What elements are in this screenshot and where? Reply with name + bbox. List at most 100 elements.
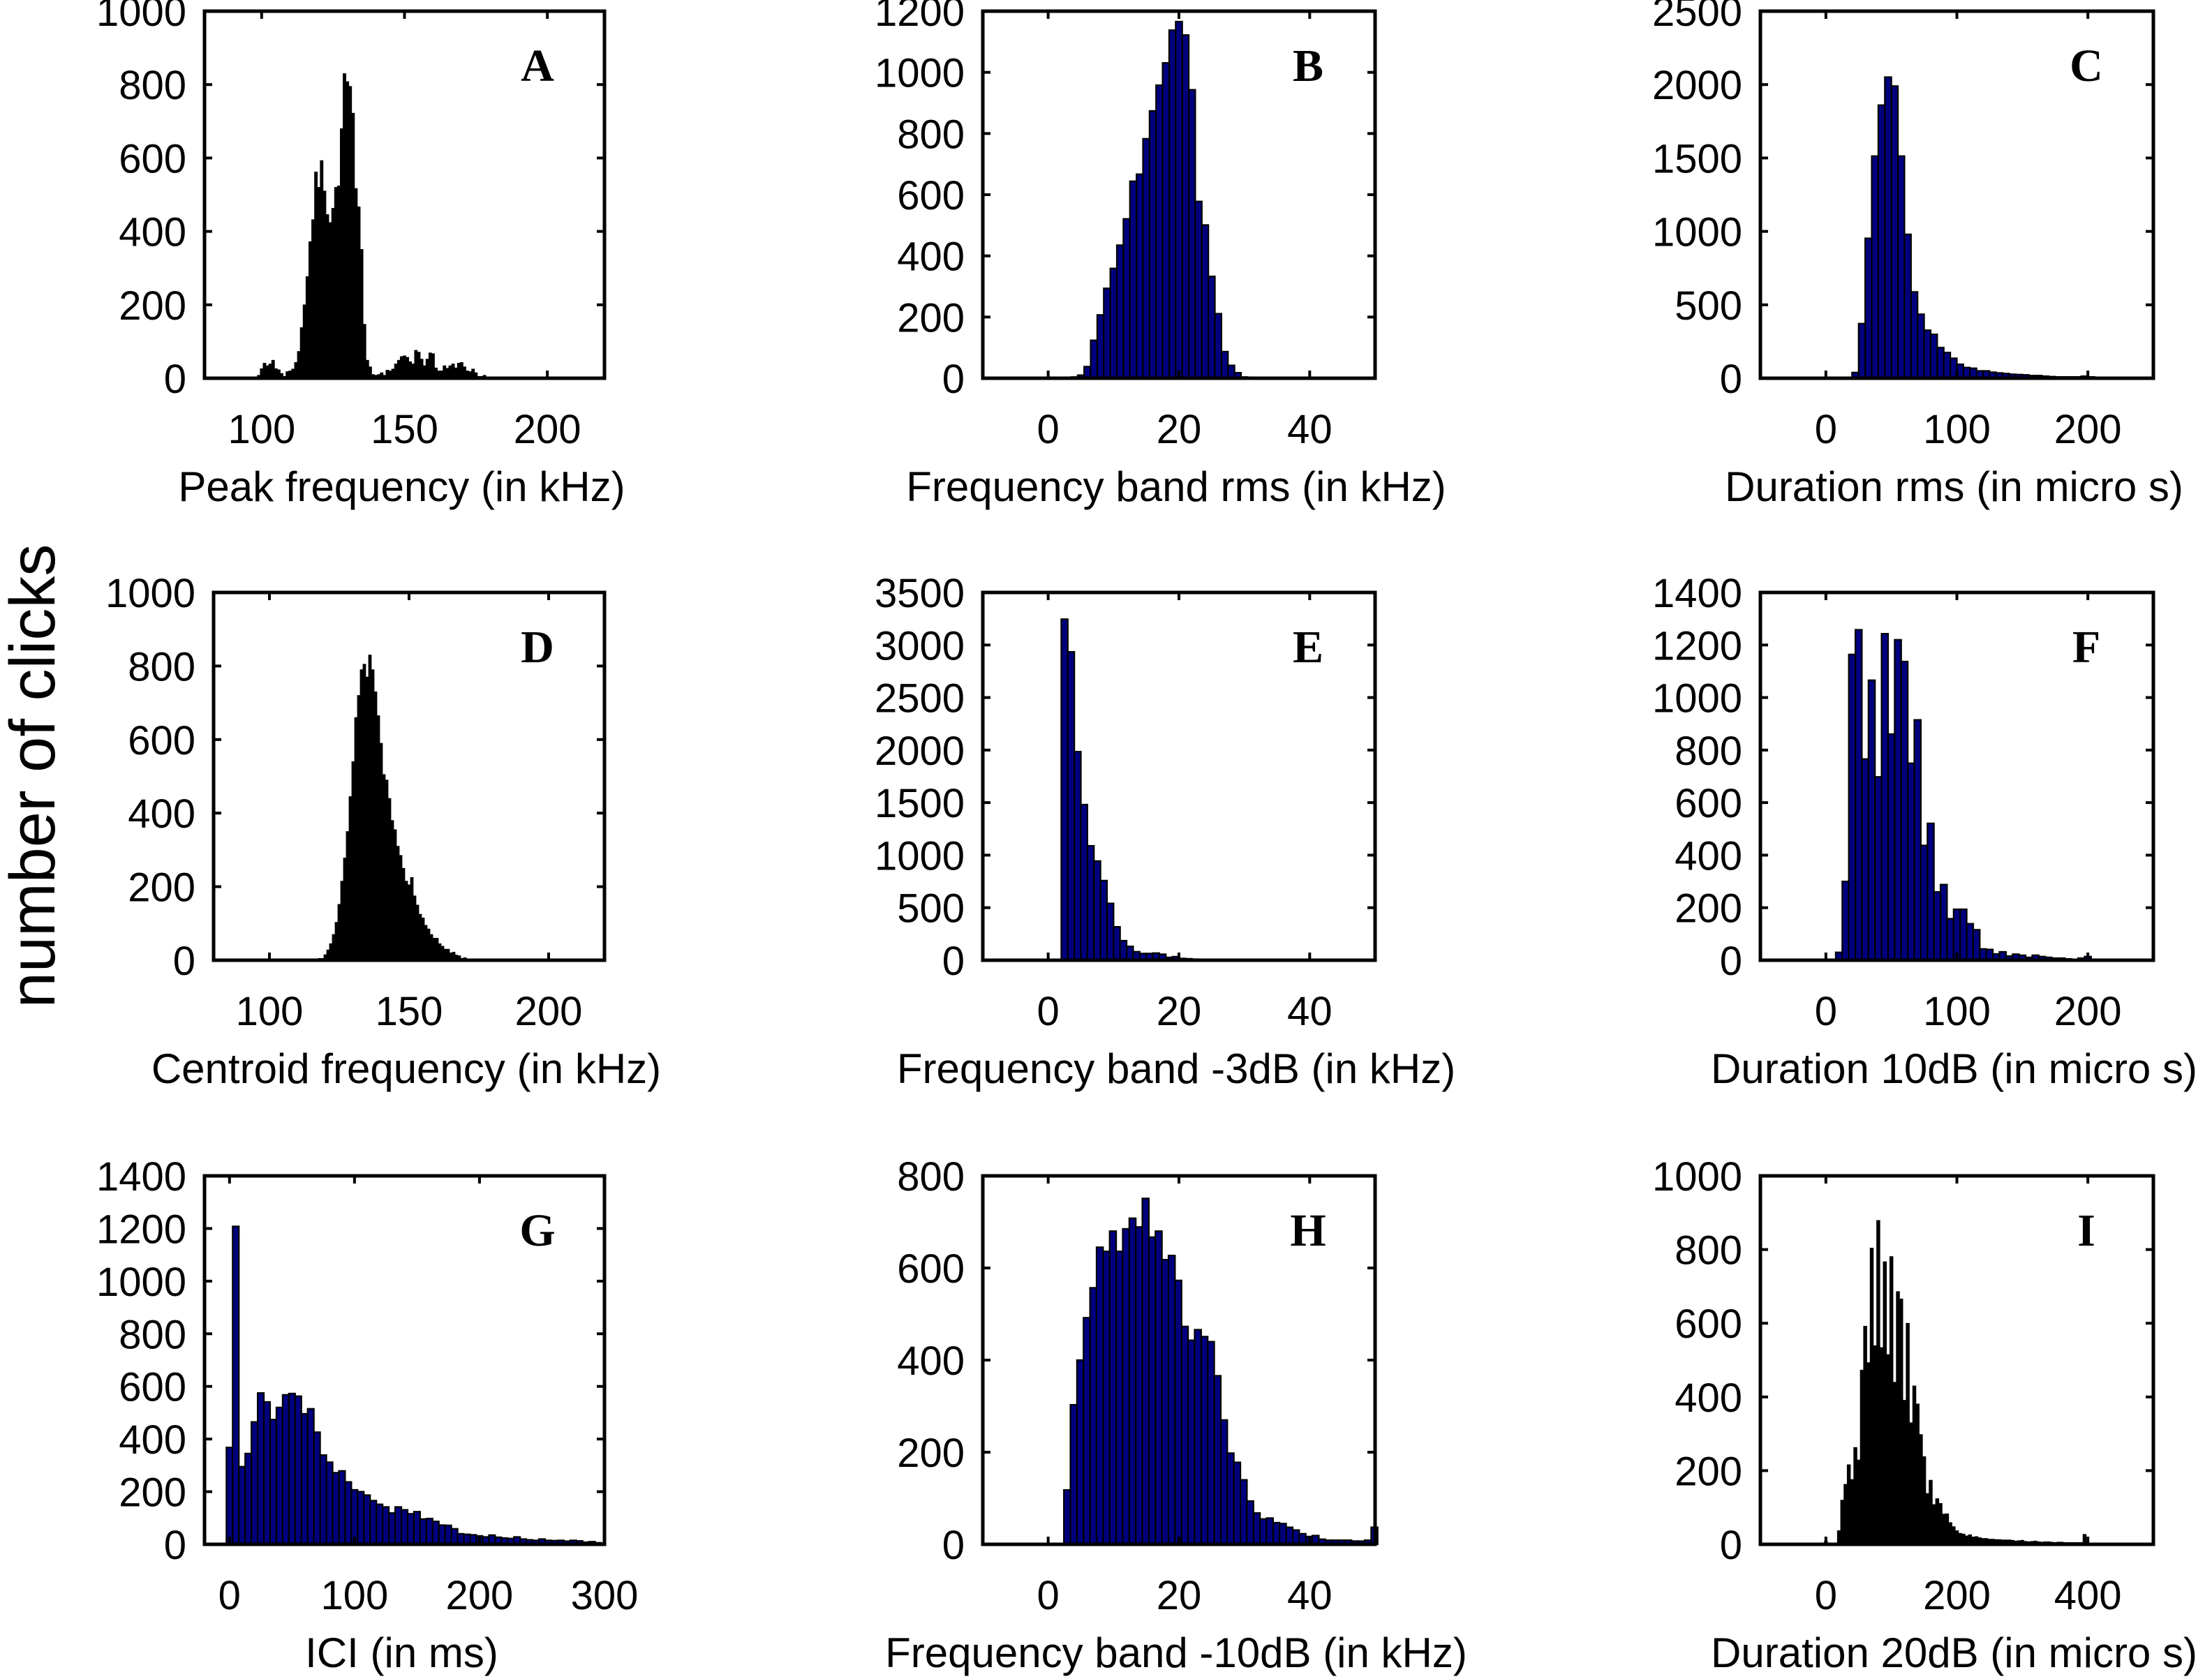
- histogram-bar: [1925, 1493, 1930, 1545]
- histogram-bar: [362, 324, 366, 379]
- histogram-bar: [359, 669, 364, 961]
- histogram-bar: [1161, 1259, 1170, 1546]
- y-tick-label: 0: [1720, 1523, 1742, 1568]
- y-tick-label: 2500: [875, 676, 965, 722]
- histogram-bar: [1148, 1236, 1157, 1546]
- histogram-bar: [351, 112, 355, 379]
- histogram-bar: [1272, 1521, 1281, 1546]
- histogram-bar: [394, 1506, 403, 1546]
- y-tick-label: 600: [1675, 1301, 1742, 1347]
- histogram-bar: [1896, 155, 1906, 380]
- histogram-bar: [365, 359, 369, 379]
- histogram-bar: [1892, 1382, 1897, 1545]
- y-tick-label: 1400: [1652, 571, 1742, 616]
- panel-letter-g: G: [519, 1205, 555, 1256]
- histogram-bar: [435, 937, 439, 961]
- histogram-bar: [371, 669, 375, 961]
- panel-c: 0 500 1000 1500 2000 2500 0 100 200 Duration rms …: [1652, 0, 2183, 510]
- histogram-bar: [314, 171, 318, 379]
- histogram-bar: [1876, 1220, 1880, 1545]
- histogram-bar: [379, 743, 383, 961]
- panel-letter-i: I: [2077, 1205, 2095, 1256]
- y-tick-label: 1400: [96, 1154, 186, 1200]
- bars-g: [225, 1225, 602, 1546]
- histogram-bar: [1929, 333, 1938, 380]
- histogram-bar: [1187, 89, 1196, 380]
- x-tick-label: 20: [1157, 989, 1202, 1034]
- histogram-bar: [450, 1528, 459, 1546]
- panel-letter-a: A: [521, 40, 554, 91]
- panel-b: 0 200 400 600 800 1000 1200 0 20 40 Frequency band…: [875, 0, 1446, 510]
- histogram-bar: [348, 796, 352, 961]
- y-tick-label: 800: [897, 1154, 965, 1200]
- histogram-bar: [376, 715, 380, 961]
- x-tick-label: 300: [571, 1573, 639, 1618]
- panel-letter-d: D: [521, 622, 554, 673]
- histogram-bar: [244, 1452, 253, 1546]
- x-tick-label: 200: [1923, 1573, 1991, 1618]
- histogram-bar: [348, 86, 352, 379]
- histogram-bar: [414, 350, 418, 379]
- histogram-bar: [396, 846, 400, 961]
- histogram-bar: [1887, 733, 1896, 962]
- x-axis-label-c: Duration rms (in micro s): [1725, 463, 2183, 510]
- histogram-bar: [354, 188, 358, 379]
- y-tick-label: 400: [1675, 833, 1742, 879]
- histogram-bar: [400, 1509, 409, 1546]
- y-tick-label: 0: [942, 939, 965, 984]
- histogram-bar: [365, 676, 369, 961]
- bars-a: [257, 73, 487, 379]
- histogram-bar: [232, 1225, 240, 1546]
- x-tick-label: 150: [376, 989, 443, 1034]
- y-tick-label: 0: [164, 1523, 186, 1568]
- y-tick-label: 1000: [875, 833, 965, 879]
- x-tick-label: 100: [236, 989, 304, 1034]
- histogram-bar: [1113, 926, 1121, 962]
- histogram-bar: [297, 351, 301, 379]
- histogram-bar: [382, 1506, 390, 1546]
- histogram-bar: [1187, 1339, 1196, 1546]
- histogram-bar: [393, 829, 397, 961]
- panel-letter-e: E: [1293, 622, 1323, 673]
- panel-h: 0 200 400 600 800 0 20 40 Frequency band -10dB (…: [885, 1154, 1467, 1676]
- histogram-bar: [1279, 1523, 1287, 1546]
- histogram-bar: [319, 1454, 327, 1546]
- histogram-bar: [1155, 1230, 1163, 1546]
- histogram-bar: [1860, 1369, 1864, 1545]
- histogram-bar: [1873, 1345, 1877, 1545]
- histogram-bar: [328, 222, 332, 379]
- histogram-bar: [1857, 322, 1866, 380]
- histogram-bar: [1945, 1513, 1950, 1545]
- histogram-bar: [1102, 1251, 1111, 1546]
- histogram-bar: [415, 904, 420, 961]
- histogram-bar: [340, 128, 343, 379]
- y-tick-label: 400: [119, 1417, 186, 1463]
- histogram-bar: [406, 357, 410, 379]
- histogram-bar: [1208, 275, 1216, 380]
- histogram-bar: [385, 779, 389, 961]
- histogram-bar: [1941, 1514, 1946, 1545]
- y-tick-label: 3000: [875, 623, 965, 669]
- y-tick-label: 200: [128, 865, 195, 911]
- histogram-bar: [388, 1512, 396, 1546]
- histogram-bar: [1909, 1422, 1913, 1545]
- histogram-bar: [1122, 1227, 1130, 1546]
- y-tick-label: 200: [119, 283, 186, 329]
- histogram-bar: [1063, 1489, 1071, 1546]
- histogram-bar: [1948, 1522, 1952, 1545]
- histogram-bar: [1917, 313, 1925, 380]
- y-tick-label: 1000: [1652, 210, 1742, 255]
- histogram-bar: [344, 1481, 352, 1546]
- x-tick-label: 100: [1923, 407, 1991, 452]
- histogram-bar: [1913, 719, 1922, 962]
- histogram-bar: [1952, 1526, 1956, 1545]
- histogram-bar: [431, 1521, 440, 1546]
- y-tick-label: 3500: [875, 571, 965, 616]
- histogram-bar: [1896, 1291, 1900, 1545]
- y-tick-label: 500: [1675, 283, 1742, 329]
- histogram-bar: [1843, 1484, 1848, 1545]
- x-axis-label-d: Centroid frequency (in kHz): [151, 1045, 661, 1092]
- y-tick-label: 1500: [875, 781, 965, 826]
- histogram-bar: [225, 1447, 234, 1546]
- histogram-bar: [1854, 629, 1863, 962]
